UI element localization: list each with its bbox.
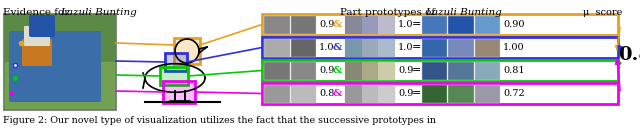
FancyBboxPatch shape [449,15,474,34]
Text: 0.9: 0.9 [319,66,334,75]
Text: 0.86: 0.86 [618,46,640,64]
FancyBboxPatch shape [291,62,316,79]
Text: 0.9: 0.9 [319,20,334,29]
FancyBboxPatch shape [449,38,474,56]
FancyBboxPatch shape [291,15,316,34]
FancyBboxPatch shape [378,15,395,34]
FancyBboxPatch shape [345,85,362,102]
Text: 0.90: 0.90 [503,20,525,29]
Text: =: = [412,89,421,99]
FancyBboxPatch shape [264,85,289,102]
FancyBboxPatch shape [449,62,474,79]
Text: Evidence for: Evidence for [3,8,72,17]
FancyBboxPatch shape [29,15,55,37]
Text: 0.9: 0.9 [398,66,413,75]
FancyBboxPatch shape [362,38,378,56]
FancyBboxPatch shape [378,38,395,56]
FancyBboxPatch shape [422,38,447,56]
FancyBboxPatch shape [9,31,101,102]
Text: 0.9: 0.9 [398,89,413,98]
Text: 1.0: 1.0 [398,20,413,29]
FancyBboxPatch shape [422,85,447,102]
Text: Part prototypes of: Part prototypes of [340,8,438,17]
Text: &: & [333,20,342,29]
FancyBboxPatch shape [475,38,500,56]
FancyBboxPatch shape [262,60,618,81]
FancyBboxPatch shape [422,15,447,34]
Text: 0.72: 0.72 [503,89,525,98]
FancyBboxPatch shape [291,38,316,56]
FancyBboxPatch shape [264,62,289,79]
FancyBboxPatch shape [378,62,395,79]
FancyBboxPatch shape [345,62,395,79]
FancyBboxPatch shape [174,38,200,64]
Text: Lazuli Bunting: Lazuli Bunting [425,8,502,17]
FancyBboxPatch shape [264,15,289,34]
Text: Lazuli Bunting: Lazuli Bunting [60,8,137,17]
FancyBboxPatch shape [475,62,500,79]
Text: &: & [333,43,342,52]
Text: 1.0: 1.0 [319,43,335,52]
FancyBboxPatch shape [362,85,378,102]
FancyBboxPatch shape [291,85,316,102]
FancyBboxPatch shape [345,38,362,56]
Text: &: & [333,89,342,98]
FancyBboxPatch shape [262,37,618,58]
FancyBboxPatch shape [362,62,378,79]
FancyBboxPatch shape [264,38,289,56]
FancyBboxPatch shape [165,53,187,71]
FancyBboxPatch shape [378,85,395,102]
Text: 0.8: 0.8 [319,89,334,98]
Text: 1.00: 1.00 [503,43,525,52]
Text: &: & [333,66,342,75]
FancyBboxPatch shape [3,13,116,110]
FancyBboxPatch shape [163,81,195,103]
Text: μ  score: μ score [583,8,622,17]
Text: 1.0: 1.0 [398,43,413,52]
Text: Figure 2: Our novel type of visualization utilizes the fact that the successive : Figure 2: Our novel type of visualizatio… [3,116,436,125]
Text: =: = [412,19,421,29]
FancyBboxPatch shape [160,67,188,85]
Text: =: = [412,42,421,52]
FancyBboxPatch shape [262,83,618,104]
FancyBboxPatch shape [422,62,447,79]
FancyBboxPatch shape [345,85,395,102]
FancyBboxPatch shape [345,62,362,79]
Text: =: = [412,65,421,75]
FancyBboxPatch shape [22,39,52,66]
FancyBboxPatch shape [345,15,395,34]
FancyBboxPatch shape [362,15,378,34]
FancyBboxPatch shape [345,15,362,34]
Text: 0.81: 0.81 [503,66,525,75]
FancyBboxPatch shape [475,15,500,34]
FancyBboxPatch shape [262,14,618,35]
FancyBboxPatch shape [345,38,395,56]
FancyBboxPatch shape [475,85,500,102]
FancyBboxPatch shape [24,26,50,46]
FancyBboxPatch shape [449,85,474,102]
